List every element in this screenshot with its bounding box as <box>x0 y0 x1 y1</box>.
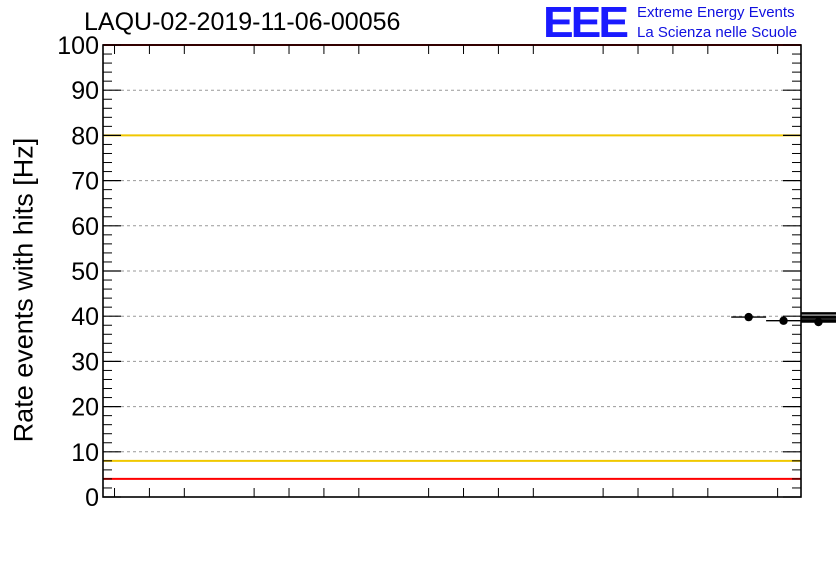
y-tick-label: 80 <box>71 122 99 150</box>
eee-logo: EEE <box>543 0 629 47</box>
chart-title: LAQU-02-2019-11-06-00056 <box>84 8 401 36</box>
y-tick-label: 100 <box>57 32 99 60</box>
y-tick-label: 30 <box>71 348 99 376</box>
y-tick-label: 40 <box>71 303 99 331</box>
reference-lines <box>103 44 801 480</box>
y-tick-label: 10 <box>71 439 99 467</box>
y-axis-label: Rate events with hits [Hz] <box>8 137 39 443</box>
data-point <box>779 316 788 325</box>
y-tick-label: 20 <box>71 394 99 422</box>
grid <box>103 89 801 453</box>
axis-ticks <box>103 44 801 498</box>
y-tick-label: 90 <box>71 77 99 105</box>
y-tick-label: 0 <box>85 484 99 512</box>
y-axis-label-box: Rate events with hits [Hz] <box>4 138 44 443</box>
logo-line-1: Extreme Energy Events <box>637 4 795 21</box>
y-tick-label: 60 <box>71 213 99 241</box>
tick-labels: 010203040506070809010006/11/1916:40:0006… <box>57 32 99 512</box>
y-tick-label: 50 <box>71 258 99 286</box>
data-point <box>744 312 753 322</box>
logo-line-2: La Scienza nelle Scuole <box>637 24 798 41</box>
y-tick-label: 70 <box>71 168 99 196</box>
data-series <box>731 312 836 327</box>
